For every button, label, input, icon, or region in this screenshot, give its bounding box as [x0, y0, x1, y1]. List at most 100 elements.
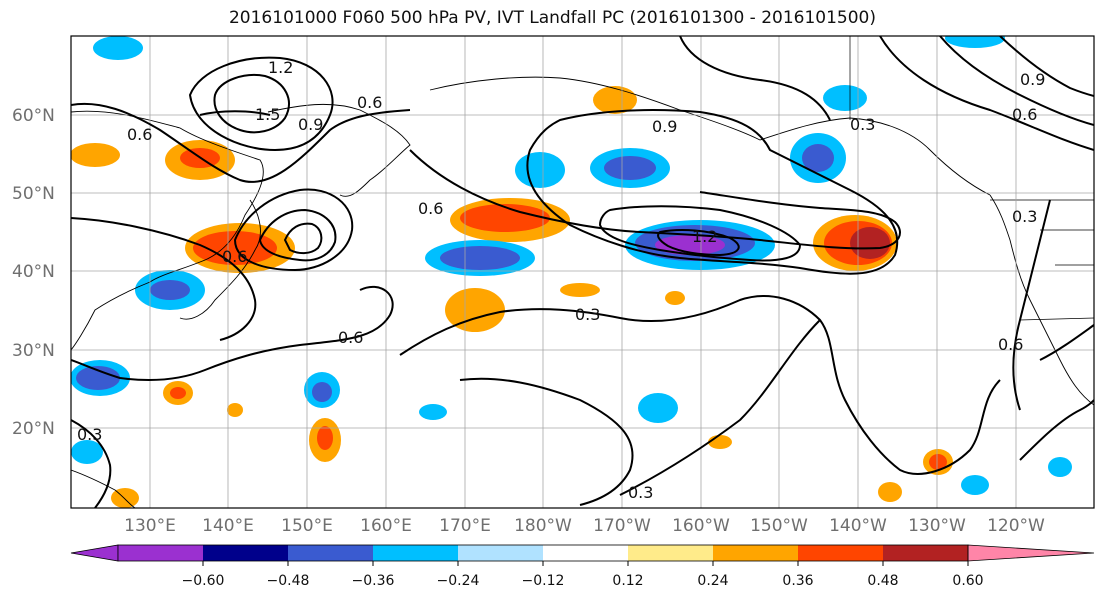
lon-label: 140°W: [829, 516, 887, 536]
lon-label: 130°W: [908, 516, 966, 536]
shaded-region: [111, 488, 139, 508]
shaded-region: [638, 393, 678, 423]
colorbar-segment: [798, 545, 883, 561]
contour-label: 0.9: [298, 115, 323, 134]
lat-label: 30°N: [12, 341, 55, 361]
shaded-region: [878, 482, 902, 502]
shaded-region: [76, 366, 120, 390]
contour-line: [233, 188, 354, 272]
contour-label: 0.3: [850, 115, 875, 134]
shaded-region: [440, 246, 520, 270]
lat-label: 60°N: [12, 106, 55, 126]
contour-label: 1.5: [255, 105, 280, 124]
colorbar: −0.60 −0.48 −0.36 −0.24 −0.12 0.12 0.24 …: [70, 544, 1095, 589]
colorbar-segment: [543, 545, 628, 561]
shaded-region: [708, 435, 732, 449]
colorbar-tick-label: 0.48: [867, 573, 898, 589]
shaded-region: [929, 454, 947, 470]
shaded-region: [560, 283, 600, 297]
contour-line: [679, 36, 831, 121]
shaded-region: [1048, 457, 1072, 477]
shaded-region: [604, 156, 656, 180]
shaded-region: [823, 85, 867, 111]
shaded-region: [312, 382, 332, 402]
shaded-region: [945, 36, 1005, 48]
shaded-region: [193, 231, 277, 265]
contour-line: [939, 36, 1094, 126]
contour-line: [71, 102, 411, 183]
contour-label: 0.9: [1020, 70, 1045, 89]
lon-label: 170°W: [593, 516, 651, 536]
latitude-labels: 60°N 50°N 40°N 30°N 20°N: [12, 106, 55, 439]
contour-line: [999, 36, 1094, 97]
coastline: [267, 103, 411, 197]
lon-label: 180°W: [514, 516, 572, 536]
contour-line: [1012, 199, 1051, 411]
colorbar-tick-labels: −0.60 −0.48 −0.36 −0.24 −0.12 0.12 0.24 …: [182, 573, 984, 589]
shaded-region: [317, 426, 333, 450]
shaded-region: [593, 86, 637, 114]
contour-line: [213, 74, 290, 134]
shaded-region: [419, 404, 447, 420]
border: [1019, 317, 1094, 321]
shaded-region: [93, 36, 143, 60]
colorbar-tick-label: 0.60: [952, 573, 983, 589]
colorbar-extend-low: [70, 544, 119, 562]
contour-label-group: 1.2 1.5 0.9 0.6 0.6 0.9 0.3 0.6 0.3 0.6 …: [77, 58, 1045, 502]
map-title: 2016101000 F060 500 hPa PV, IVT Landfall…: [228, 8, 876, 28]
contour-line: [71, 285, 394, 381]
shaded-region: [665, 291, 685, 305]
colorbar-tick-label: 0.36: [782, 573, 813, 589]
colorbar-tick-label: 0.12: [612, 573, 643, 589]
colorbar-segment: [883, 545, 968, 561]
contour-line: [199, 110, 271, 116]
contour-line: [526, 109, 899, 275]
contour-line: [71, 419, 112, 508]
lat-label: 50°N: [12, 184, 55, 204]
colorbar-tick-label: −0.60: [182, 573, 225, 589]
shaded-region: [802, 144, 834, 172]
shaded-region: [445, 288, 505, 332]
lon-label: 120°W: [987, 516, 1045, 536]
shaded-region: [655, 235, 725, 255]
contour-line: [188, 56, 334, 152]
lat-label: 40°N: [12, 262, 55, 282]
shaded-region: [71, 440, 103, 464]
colorbar-segment: [713, 545, 798, 561]
contour-label: 0.3: [1012, 207, 1037, 226]
coastline: [179, 199, 261, 320]
lat-label: 20°N: [12, 419, 55, 439]
shaded-region: [71, 143, 120, 167]
lon-label: 170°E: [439, 516, 491, 536]
contour-line: [71, 217, 257, 341]
lon-label: 160°W: [672, 516, 730, 536]
lon-label: 130°E: [124, 516, 176, 536]
shaded-region: [150, 280, 190, 300]
contour-label: 0.3: [77, 425, 102, 444]
contour-label: 0.6: [127, 125, 152, 144]
contour-label: 0.6: [338, 328, 363, 347]
colorbar-tick-label: −0.12: [522, 573, 565, 589]
contour-label: 0.6: [418, 199, 443, 218]
shaded-region: [961, 475, 989, 495]
shaded-region: [515, 152, 565, 188]
colorbar-extend-high: [967, 544, 1095, 562]
shaded-region: [227, 403, 243, 417]
shaded-region: [170, 387, 186, 399]
coastline: [71, 110, 264, 351]
longitude-labels: 130°E 140°E 150°E 160°E 170°E 180°W 170°…: [124, 516, 1045, 536]
contour-label: 0.6: [998, 335, 1023, 354]
colorbar-segment: [373, 545, 458, 561]
contour-label: 0.3: [575, 305, 600, 324]
lon-label: 150°W: [750, 516, 808, 536]
contour-line: [879, 36, 1094, 151]
contour-label: 0.9: [652, 117, 677, 136]
colorbar-segment: [203, 545, 288, 561]
contour-line: [399, 295, 1001, 475]
lon-label: 140°E: [202, 516, 254, 536]
contour-label: 0.6: [222, 247, 247, 266]
contour-label: 1.2: [268, 58, 293, 77]
colorbar-ticks: [202, 561, 969, 566]
contour-line: [1019, 399, 1094, 461]
